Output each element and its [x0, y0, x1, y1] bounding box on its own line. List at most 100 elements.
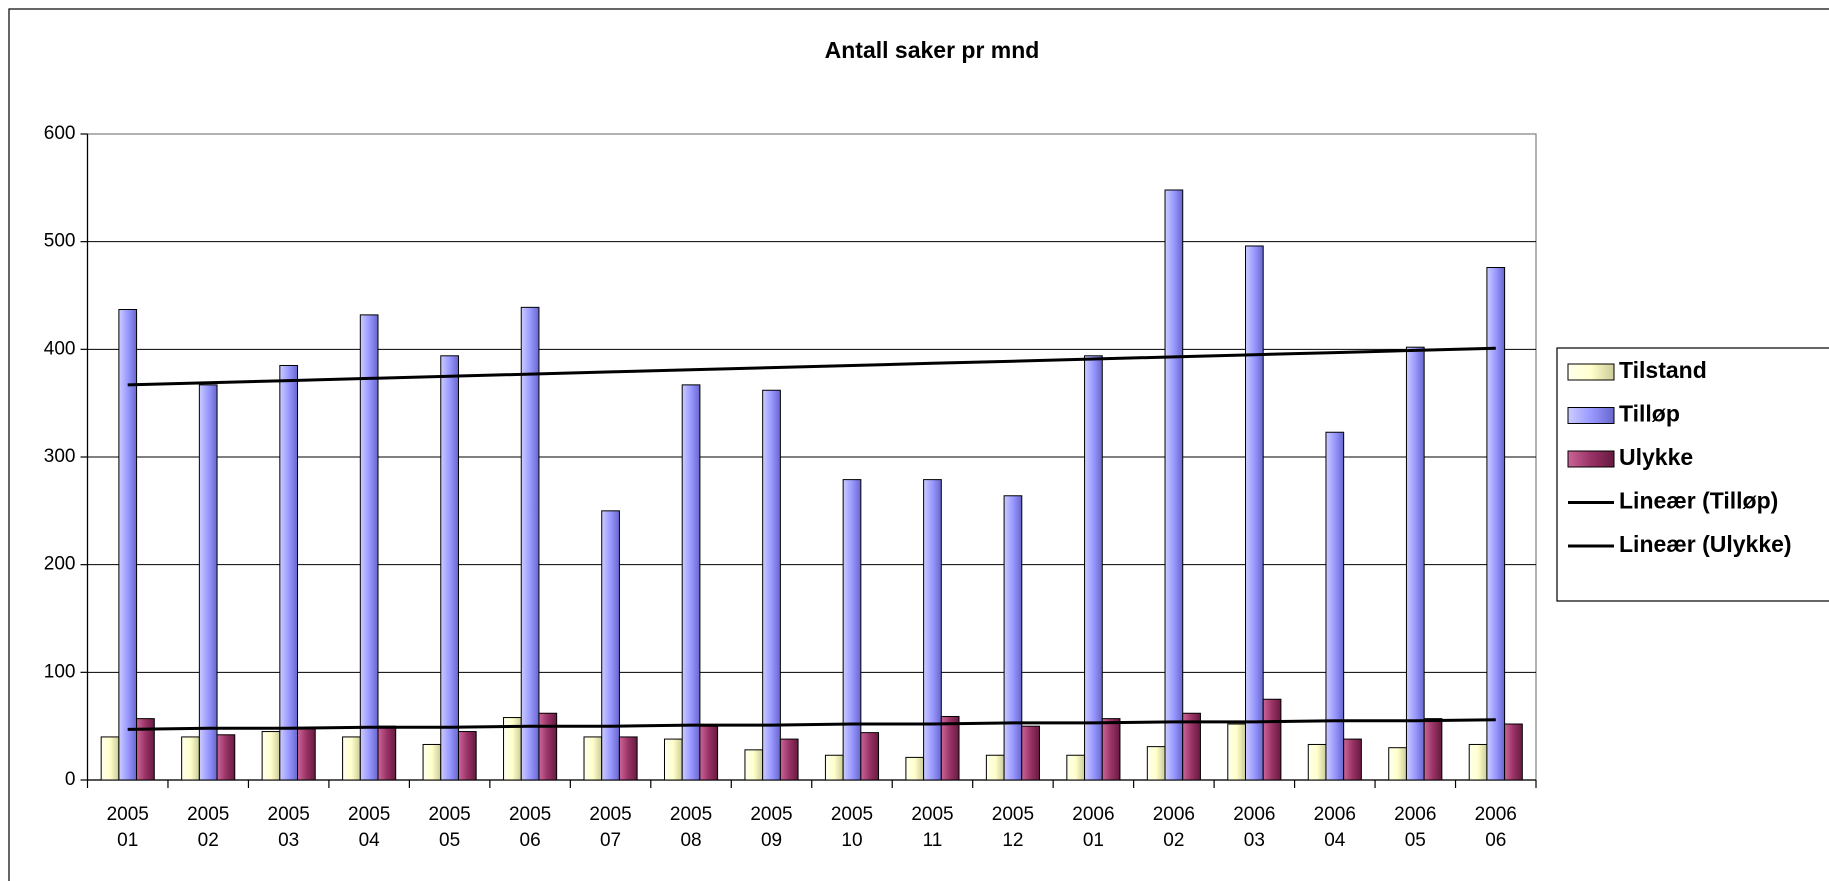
bar	[422, 743, 442, 781]
x-tick-label: 2005	[509, 804, 551, 825]
bar	[842, 479, 862, 781]
x-tick-label: 2005	[750, 804, 792, 825]
bar	[1101, 718, 1121, 781]
bar	[762, 389, 781, 781]
bar	[1244, 245, 1264, 781]
x-tick-label: 04	[1324, 830, 1346, 851]
x-tick-label: 2006	[1394, 804, 1436, 825]
bar	[940, 715, 960, 781]
bar	[663, 738, 683, 781]
x-tick-label: 2005	[589, 804, 631, 825]
x-tick-label: 02	[198, 830, 219, 851]
x-tick-label: 09	[761, 830, 782, 851]
bar	[377, 725, 397, 781]
bar	[100, 736, 120, 781]
y-tick-label: 600	[44, 123, 76, 144]
bar	[1486, 267, 1506, 781]
x-tick-label: 05	[1405, 830, 1426, 851]
x-tick-label: 2005	[670, 804, 712, 825]
x-tick-label: 05	[439, 830, 460, 851]
bar	[1504, 723, 1523, 781]
x-tick-label: 2005	[107, 804, 149, 825]
bar	[1003, 495, 1023, 781]
bar	[583, 736, 603, 781]
bar	[1021, 725, 1040, 781]
legend-swatch	[1567, 407, 1615, 424]
x-tick-label: 08	[680, 830, 701, 851]
legend-label: Lineær (Tilløp)	[1619, 488, 1778, 514]
bar	[860, 732, 880, 781]
x-tick-label: 2005	[428, 804, 470, 825]
x-tick-label: 2006	[1314, 804, 1356, 825]
x-tick-label: 2006	[1072, 804, 1114, 825]
x-tick-label: 2005	[268, 804, 310, 825]
legend-box	[1556, 347, 1829, 602]
x-tick-label: 04	[359, 830, 381, 851]
chart-title: Antall saker pr mnd	[825, 37, 1040, 63]
x-tick-label: 2006	[1153, 804, 1195, 825]
x-tick-label: 07	[600, 830, 621, 851]
bar	[520, 306, 540, 781]
y-tick-label: 200	[44, 554, 76, 575]
bar	[1262, 698, 1282, 781]
bar	[699, 725, 719, 781]
bar	[1066, 754, 1086, 781]
bar	[1423, 718, 1443, 781]
bar	[181, 736, 200, 781]
trend-line	[127, 718, 1496, 731]
bar	[342, 736, 361, 781]
legend-label: Lineær (Ulykke)	[1619, 531, 1792, 557]
legend-label: Ulykke	[1619, 444, 1693, 470]
x-tick-label: 12	[1002, 830, 1023, 851]
y-tick-label: 0	[65, 769, 76, 790]
bar	[261, 731, 281, 781]
x-tick-label: 2005	[992, 804, 1034, 825]
x-tick-label: 03	[1244, 830, 1265, 851]
bar	[538, 712, 558, 781]
x-tick-label: 11	[923, 830, 943, 851]
bar	[1084, 355, 1103, 781]
bar	[359, 314, 379, 781]
bar	[1468, 743, 1488, 781]
x-tick-label: 01	[1083, 830, 1104, 851]
bar	[601, 510, 620, 781]
bar	[1182, 712, 1201, 781]
x-tick-label: 2005	[187, 804, 229, 825]
bar	[681, 384, 701, 781]
legend-label: Tilløp	[1619, 401, 1680, 427]
x-tick-label: 2006	[1233, 804, 1275, 825]
bar	[457, 731, 477, 781]
bar	[216, 734, 236, 781]
bar	[1388, 747, 1407, 781]
x-tick-label: 01	[117, 830, 138, 851]
trend-line	[127, 346, 1496, 387]
x-tick-label: 2005	[911, 804, 953, 825]
x-tick-label: 06	[1485, 830, 1506, 851]
y-tick-label: 300	[44, 446, 76, 467]
bar	[618, 736, 638, 781]
bar	[440, 355, 459, 781]
bar	[136, 718, 155, 781]
y-tick-label: 400	[44, 338, 76, 359]
bar	[198, 384, 218, 781]
legend-swatch	[1567, 363, 1615, 381]
bar	[279, 364, 299, 781]
y-tick-label: 500	[44, 231, 76, 252]
x-tick-label: 2006	[1475, 804, 1517, 825]
legend-swatch	[1567, 450, 1615, 468]
bar	[1325, 431, 1345, 781]
bar	[985, 754, 1005, 781]
bar	[1164, 189, 1184, 781]
bar	[1227, 723, 1246, 781]
x-tick-label: 10	[841, 830, 862, 851]
bar	[1146, 746, 1166, 781]
bar	[779, 738, 799, 781]
bar	[744, 749, 764, 781]
bar	[923, 479, 942, 781]
bar	[118, 308, 138, 781]
x-tick-label: 2005	[348, 804, 390, 825]
x-tick-label: 2005	[831, 804, 873, 825]
bar	[824, 754, 844, 781]
